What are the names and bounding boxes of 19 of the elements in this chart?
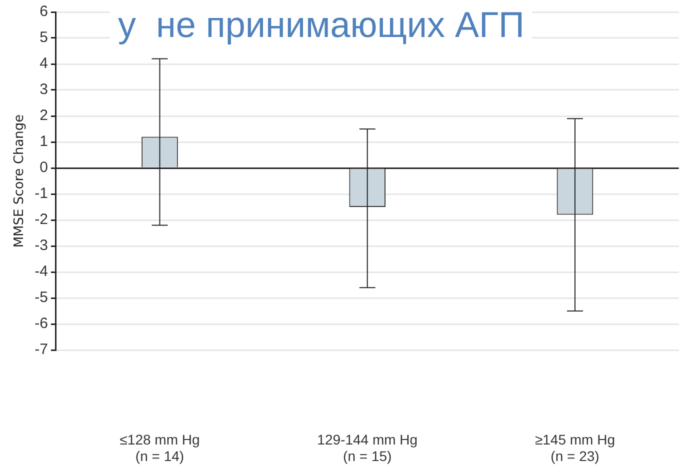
x-tick-label: ≤128 mm Hg (n = 14) xyxy=(120,431,200,464)
x-tick-label: ≥145 mm Hg (n = 23) xyxy=(534,431,615,464)
y-tick-label: -1 xyxy=(34,185,48,202)
y-tick-label: 1 xyxy=(40,133,48,150)
y-tick-label: -4 xyxy=(34,263,48,280)
y-tick-label: -7 xyxy=(34,341,48,358)
y-tick-label: -6 xyxy=(34,315,48,332)
y-tick-label: 2 xyxy=(40,107,48,124)
y-tick-label: -2 xyxy=(34,211,48,228)
y-tick-label: 5 xyxy=(40,29,48,46)
y-tick-label: 0 xyxy=(40,159,48,176)
y-tick-label: 4 xyxy=(40,55,48,72)
chart-title: у не принимающих АГП xyxy=(110,4,532,46)
y-tick-label: 3 xyxy=(40,81,48,98)
y-tick-label: 6 xyxy=(40,3,48,20)
y-tick-label: -5 xyxy=(34,289,48,306)
x-tick-label: 129-144 mm Hg (n = 15) xyxy=(317,431,418,464)
y-tick-label: -3 xyxy=(34,237,48,254)
y-axis-title: MMSE Score Change xyxy=(12,114,28,248)
